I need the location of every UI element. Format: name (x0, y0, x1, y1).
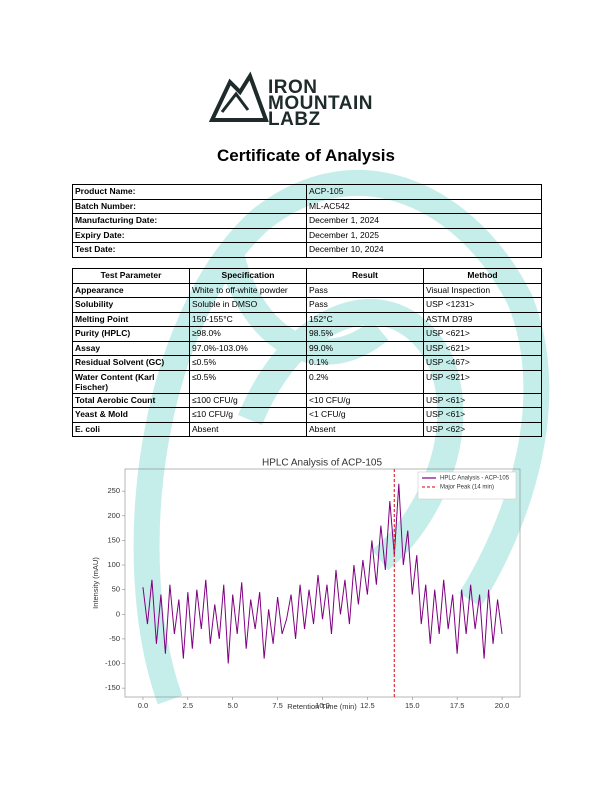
y-tick-label: 150 (107, 535, 120, 544)
x-tick-label: 10.0 (315, 701, 330, 710)
y-tick-label: 50 (112, 585, 120, 594)
test-row: Solubility Soluble in DMSO Pass USP <1231> (72, 297, 542, 313)
legend-label: Major Peak (14 min) (440, 485, 494, 491)
legend-box (417, 471, 517, 500)
test-table: Test Parameter Specification Result Method A… (72, 268, 542, 437)
info-label: Manufacturing Date: (72, 213, 307, 229)
info-row: Expiry Date: December 1, 2025 (72, 227, 542, 243)
info-row: Batch Number: ML-AC542 (72, 198, 542, 214)
y-tick-label: 250 (107, 486, 120, 495)
y-tick-label: 100 (107, 560, 120, 569)
legend-label: HPLC Analysis - ACP-105 (440, 476, 510, 482)
cell: USP <921> (423, 369, 542, 394)
x-tick-label: 12.5 (360, 701, 375, 710)
info-value: December 10, 2024 (306, 242, 542, 258)
info-value: December 1, 2025 (306, 227, 542, 243)
info-row: Manufacturing Date: December 1, 2024 (72, 213, 542, 229)
logo-text: IRON MOUNTAIN LABZ (268, 77, 373, 130)
y-tick-label: -50 (109, 634, 120, 643)
test-row: Melting Point 150-155°C 152°C ASTM D789 (72, 311, 542, 327)
logo-line: IRON (268, 77, 318, 98)
y-tick-label: -100 (105, 658, 120, 667)
logo-mark (208, 71, 269, 122)
info-row: Product Name: ACP-105 (72, 184, 542, 200)
y-axis-label: Intensity (mAU) (91, 557, 100, 609)
y-tick-label: 0 (116, 609, 120, 618)
info-value: ML-AC542 (306, 198, 542, 214)
chart-title: HPLC Analysis of ACP-105 (262, 458, 382, 469)
test-row: Appearance White to off-white powder Pass V… (72, 282, 542, 298)
test-row: Water Content (Karl Fischer) ≤0.5% 0.2% USP… (72, 369, 542, 394)
test-row: Purity (HPLC) ≥98.0% 98.5% USP <621> (72, 326, 542, 342)
info-value: ACP-105 (306, 184, 542, 200)
info-value: December 1, 2024 (306, 213, 542, 229)
y-tick-label: -150 (105, 683, 120, 692)
logo-line: MOUNTAIN (268, 93, 373, 114)
x-tick-label: 5.0 (228, 701, 238, 710)
cell: Water Content (Karl Fischer) (72, 369, 190, 394)
info-table: Product Name: ACP-105 Batch Number: ML-AC54… (72, 184, 542, 258)
document-title: Certificate of Analysis (217, 146, 395, 165)
x-tick-label: 15.0 (405, 701, 420, 710)
logo-line: LABZ (268, 109, 321, 130)
x-tick-label: 20.0 (495, 701, 510, 710)
x-axis-label: Retention Time (min) (287, 702, 357, 711)
data-line (142, 483, 503, 664)
x-tick-label: 17.5 (450, 701, 465, 710)
test-row: E. coli Absent Absent USP <62> (72, 421, 542, 437)
info-row: Test Date: December 10, 2024 (72, 242, 542, 258)
info-label: Product Name: (72, 184, 307, 200)
x-tick-label: 2.5 (183, 701, 193, 710)
x-tick-label: 0.0 (138, 701, 148, 710)
y-tick-label: 200 (107, 511, 120, 520)
plot-frame (124, 468, 521, 698)
cell: USP <62> (423, 421, 542, 437)
cell: ≤0.5% (189, 369, 307, 394)
x-tick-label: 7.5 (272, 701, 282, 710)
test-row: Yeast & Mold ≤10 CFU/g <1 CFU/g USP <61> (72, 407, 542, 423)
